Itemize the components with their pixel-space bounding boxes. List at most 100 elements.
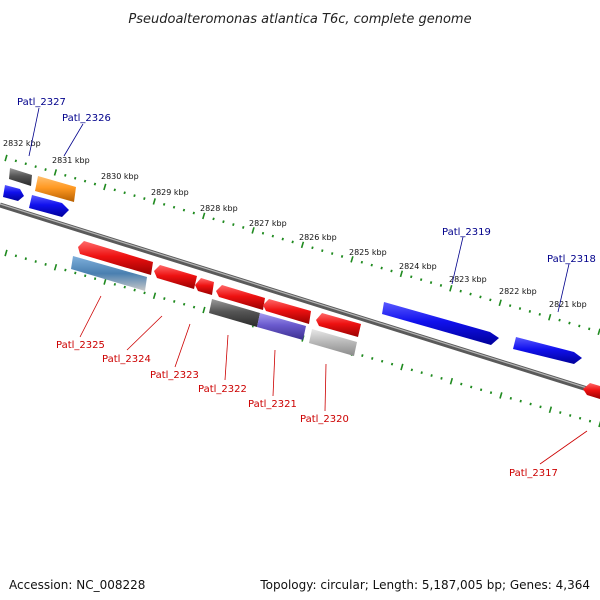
scale-top-dot xyxy=(528,310,532,313)
gene-patl-2322[interactable] xyxy=(209,299,260,327)
leader-patl-2326 xyxy=(63,123,84,157)
scale-top-dot xyxy=(123,191,126,195)
gene-patl-2323[interactable] xyxy=(195,278,214,295)
label-patl-2318[interactable]: Patl_2318 xyxy=(547,254,596,265)
scale-bottom-major-tick xyxy=(400,363,404,371)
scale-bottom-dot xyxy=(588,419,592,423)
label-patl-2326[interactable]: Patl_2326 xyxy=(62,113,111,124)
map-title: Pseudoalteromonas atlantica T6c, complet… xyxy=(128,12,471,27)
scale-top-dot xyxy=(143,197,146,200)
gene-patl-2318[interactable] xyxy=(513,337,582,364)
topology-text: Topology: circular; Length: 5,187,005 bp… xyxy=(260,578,590,592)
scale-bottom-dot xyxy=(440,376,443,380)
scale-bottom-dot xyxy=(539,405,542,409)
tick-label-2821: 2821 kbp xyxy=(549,300,587,309)
gene-patl-2319[interactable] xyxy=(382,302,499,345)
label-patl-2317[interactable]: Patl_2317 xyxy=(509,468,558,479)
scale-top-dot xyxy=(133,194,136,198)
gene-patl-2320[interactable] xyxy=(309,329,357,356)
gene-patl-2321-top[interactable] xyxy=(263,299,311,324)
scale-top-dot xyxy=(370,263,373,267)
scale-ticks-top xyxy=(4,154,600,336)
scale-top-dot xyxy=(192,211,195,215)
gene-patl-2322-top[interactable] xyxy=(216,285,265,310)
scale-bottom-dot xyxy=(173,300,176,303)
scale-top-dot xyxy=(390,269,393,273)
scale-top-dot xyxy=(558,318,561,322)
scale-top-dot xyxy=(340,255,344,258)
scale-top-dot xyxy=(261,231,265,235)
tick-label-2827: 2827 kbp xyxy=(249,219,287,228)
tick-label-2824: 2824 kbp xyxy=(399,262,437,271)
scale-top-dot xyxy=(479,295,482,299)
scale-top-dot xyxy=(429,281,433,284)
scale-top-dot xyxy=(588,327,591,331)
scale-top-dot xyxy=(311,246,314,250)
label-patl-2322[interactable]: Patl_2322 xyxy=(198,384,247,395)
scale-bottom-dot xyxy=(93,277,97,281)
gene-blue-2[interactable] xyxy=(29,195,69,217)
scale-top-dot xyxy=(44,168,47,171)
scale-bottom-dot xyxy=(569,414,572,417)
scale-top-major-tick xyxy=(449,284,453,292)
scale-top-dot xyxy=(271,234,275,238)
gene-patl-2325[interactable] xyxy=(71,256,147,291)
scale-top-major-tick xyxy=(350,256,354,263)
scale-bottom-dot xyxy=(192,305,196,309)
scale-bottom-dot xyxy=(123,285,126,289)
gene-patl-2321[interactable] xyxy=(257,313,306,340)
scale-bottom-dot xyxy=(479,388,483,392)
label-patl-2323[interactable]: Patl_2323 xyxy=(150,370,199,381)
scale-bottom-dot xyxy=(529,402,532,406)
scale-bottom-dot xyxy=(390,362,394,366)
scale-top-major-tick xyxy=(202,212,206,220)
scale-top-dot xyxy=(331,252,334,255)
scale-top-dot xyxy=(232,223,235,226)
scale-bottom-dot xyxy=(133,288,136,292)
scale-top-dot xyxy=(439,284,443,287)
scale-top-dot xyxy=(113,188,116,192)
scale-top-major-tick xyxy=(152,198,156,205)
reverse-genes xyxy=(71,241,600,399)
gene-blue-left[interactable] xyxy=(3,185,24,201)
gene-patl-2326[interactable] xyxy=(35,176,76,202)
scale-top-major-tick xyxy=(53,169,58,176)
gene-patl-2325-top[interactable] xyxy=(78,241,153,275)
gene-patl-2320-top[interactable] xyxy=(316,313,361,337)
scale-top-dot xyxy=(222,220,225,224)
scale-bottom-dot xyxy=(371,357,374,360)
label-patl-2321[interactable]: Patl_2321 xyxy=(248,399,297,410)
scale-top-major-tick xyxy=(103,183,107,191)
label-patl-2327[interactable]: Patl_2327 xyxy=(17,97,66,108)
label-patl-2324[interactable]: Patl_2324 xyxy=(102,354,151,365)
label-patl-2325[interactable]: Patl_2325 xyxy=(56,340,105,351)
scale-top-dot xyxy=(469,292,472,296)
scale-top-dot xyxy=(93,182,97,186)
scale-top-major-tick xyxy=(300,241,305,249)
scale-bottom-dot xyxy=(460,382,463,386)
leader-patl-2323 xyxy=(174,323,191,368)
scale-bottom-dot xyxy=(163,297,166,300)
scale-top-dot xyxy=(508,304,512,308)
gene-patl-2327[interactable] xyxy=(9,168,32,186)
leader-patl-2327 xyxy=(28,107,40,157)
scale-top-dot xyxy=(83,179,87,183)
scale-bottom-major-tick xyxy=(152,292,157,300)
gene-patl-2317[interactable] xyxy=(583,383,600,399)
label-patl-2320[interactable]: Patl_2320 xyxy=(300,414,349,425)
scale-top-dot xyxy=(162,202,166,206)
label-patl-2319[interactable]: Patl_2319 xyxy=(442,227,491,238)
leader-patl-2317 xyxy=(539,430,588,465)
genome-backbone xyxy=(0,202,600,396)
scale-top-dot xyxy=(321,249,324,253)
scale-top-dot xyxy=(360,260,364,264)
scale-bottom-major-tick xyxy=(202,306,206,314)
scale-bottom-dot xyxy=(470,385,473,389)
scale-top-dot xyxy=(281,237,284,241)
gene-patl-2324[interactable] xyxy=(154,265,197,289)
leader-patl-2325 xyxy=(79,295,102,338)
scale-bottom-major-tick xyxy=(548,406,553,414)
tick-label-2822: 2822 kbp xyxy=(499,287,537,296)
leader-lines xyxy=(28,107,588,465)
